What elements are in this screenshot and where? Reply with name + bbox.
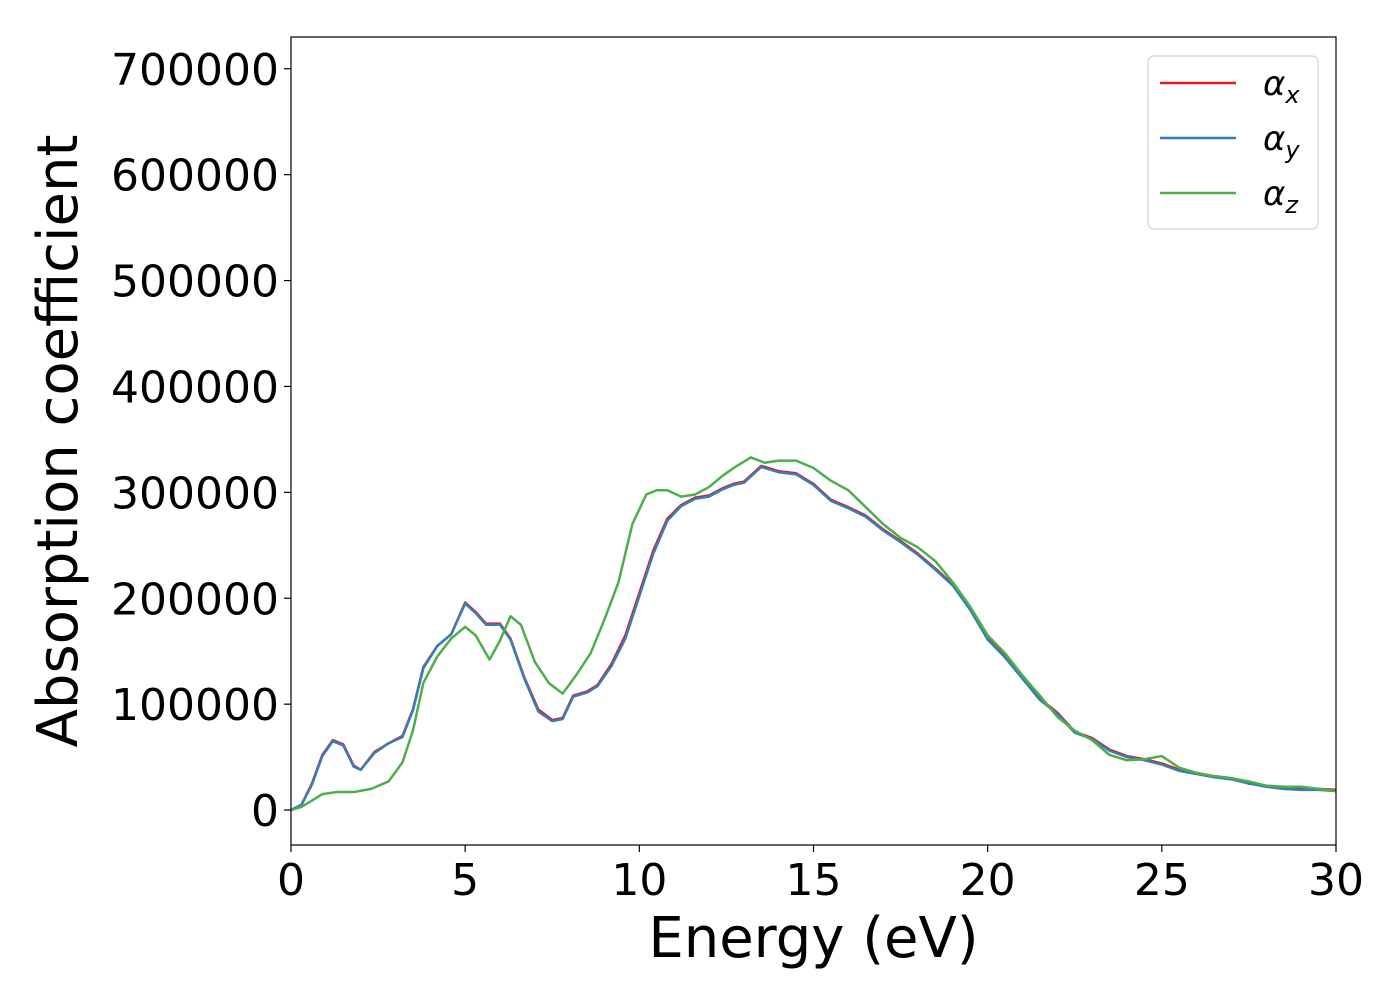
legend-label-main: α — [1263, 119, 1285, 159]
y-axis-label: Absorption coefficient — [26, 135, 91, 748]
x-tick-label: 30 — [1308, 855, 1364, 906]
legend-label-sub: y — [1284, 136, 1300, 164]
series-layer — [291, 456, 1336, 812]
x-tick-label: 25 — [1134, 855, 1190, 906]
x-axis-ticks: 0 5 10 15 20 25 30 — [277, 845, 1364, 906]
y-tick-label: 700000 — [111, 45, 279, 96]
y-tick-label: 300000 — [111, 468, 279, 519]
series-line-z — [291, 456, 1336, 812]
legend-label-main: α — [1263, 64, 1285, 104]
series-line-y — [291, 465, 1336, 812]
y-tick-label: 600000 — [111, 151, 279, 202]
legend-label-sub: x — [1284, 81, 1300, 109]
plot-area — [290, 36, 1337, 846]
legend-item-x: αx — [1160, 64, 1300, 109]
x-tick-label: 10 — [611, 855, 667, 906]
legend-label-main: α — [1263, 174, 1285, 214]
legend-box — [1147, 55, 1319, 230]
legend-label: αz — [1263, 174, 1299, 219]
legend-label-sub: z — [1284, 191, 1299, 219]
x-tick-label: 5 — [451, 855, 479, 906]
y-tick-label: 400000 — [111, 362, 279, 413]
x-tick-label: 15 — [786, 855, 842, 906]
x-axis-label: Energy (eV) — [648, 906, 978, 971]
legend-item-z: αz — [1160, 174, 1299, 219]
y-tick-label: 0 — [251, 786, 279, 837]
legend-item-y: αy — [1160, 119, 1300, 164]
y-axis-ticks: 0 100000 200000 300000 400000 500000 600000 700… — [111, 45, 291, 837]
x-tick-label: 20 — [960, 855, 1016, 906]
y-tick-label: 500000 — [111, 257, 279, 308]
x-tick-label: 0 — [277, 855, 305, 906]
y-tick-label: 100000 — [111, 680, 279, 731]
legend-label: αx — [1263, 64, 1300, 109]
y-tick-label: 200000 — [111, 574, 279, 625]
legend-label: αy — [1263, 119, 1300, 164]
